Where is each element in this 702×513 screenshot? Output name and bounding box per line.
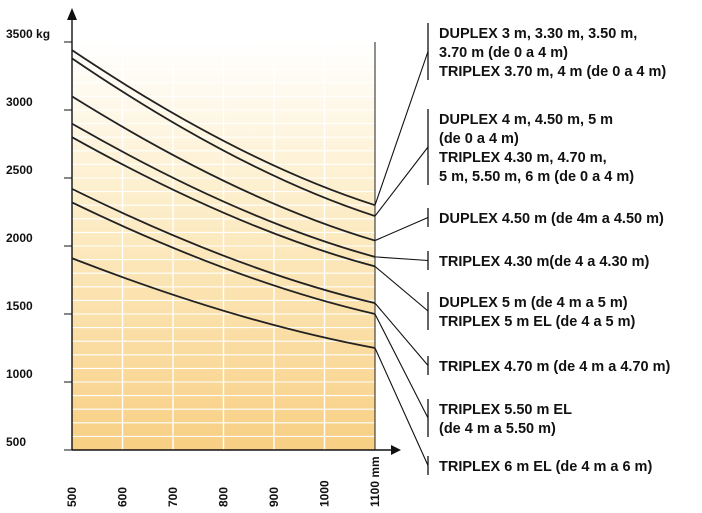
legend-text-7: TRIPLEX 5.50 m EL	[439, 402, 572, 418]
x-tick-label: 1000	[318, 480, 332, 507]
leader-line-7	[374, 313, 429, 419]
leader-line-5	[374, 265, 429, 312]
leader-line-8	[374, 347, 429, 466]
legend-text-6: TRIPLEX 4.70 m (de 4 m a 4.70 m)	[439, 359, 670, 375]
x-tick-label: 600	[116, 487, 130, 507]
legend-text-1: TRIPLEX 3.70 m, 4 m (de 0 a 4 m)	[439, 64, 666, 80]
leader-line-3	[374, 216, 429, 242]
legend-text-5: DUPLEX 5 m (de 4 m a 5 m)	[439, 295, 628, 311]
series-line-1	[71, 49, 376, 207]
x-tick-label: 500	[65, 487, 79, 507]
y-tick-label: 1500	[6, 299, 33, 313]
leader-line-1	[374, 51, 429, 206]
series-line-2	[71, 57, 376, 217]
leader-line-2	[374, 146, 429, 217]
legend-text-2: (de 0 a 4 m)	[439, 131, 519, 147]
series-line-6	[71, 188, 376, 304]
y-axis-arrow	[67, 8, 77, 20]
leader-line-6	[374, 302, 429, 366]
legend-text-2: 5 m, 5.50 m, 6 m (de 0 a 4 m)	[439, 169, 634, 185]
series-line-7	[71, 201, 376, 315]
legend-text-2: DUPLEX 4 m, 4.50 m, 5 m	[439, 112, 613, 128]
x-tick-label: 900	[267, 487, 281, 507]
legend-text-4: TRIPLEX 4.30 m(de 4 a 4.30 m)	[439, 254, 650, 270]
leader-line-4	[374, 256, 429, 262]
legend-text-1: DUPLEX 3 m, 3.30 m, 3.50 m,	[439, 26, 637, 42]
y-tick-label: 3000	[6, 95, 33, 109]
x-tick-label: 1100 mm	[368, 456, 382, 507]
x-axis-arrow	[391, 445, 401, 455]
y-tick-label: 1000	[6, 367, 33, 381]
series-line-5	[71, 136, 376, 268]
y-tick-label: 2500	[6, 163, 33, 177]
legend-text-2: TRIPLEX 4.30 m, 4.70 m,	[439, 150, 607, 166]
legend-text-1: 3.70 m (de 0 a 4 m)	[439, 45, 568, 61]
legend-text-5: TRIPLEX 5 m EL (de 4 a 5 m)	[439, 314, 636, 330]
y-tick-label: 3500 kg	[6, 27, 50, 41]
y-tick-label: 500	[6, 435, 26, 449]
legend-text-7: (de 4 m a 5.50 m)	[439, 421, 556, 437]
series-line-8	[71, 257, 376, 349]
series-line-3	[71, 95, 376, 242]
legend-text-8: TRIPLEX 6 m EL (de 4 m a 6 m)	[439, 459, 652, 475]
series-line-4	[71, 122, 376, 258]
x-tick-label: 800	[217, 487, 231, 507]
x-tick-label: 700	[166, 487, 180, 507]
legend-text-3: DUPLEX 4.50 m (de 4m a 4.50 m)	[439, 211, 664, 227]
y-tick-label: 2000	[6, 231, 33, 245]
